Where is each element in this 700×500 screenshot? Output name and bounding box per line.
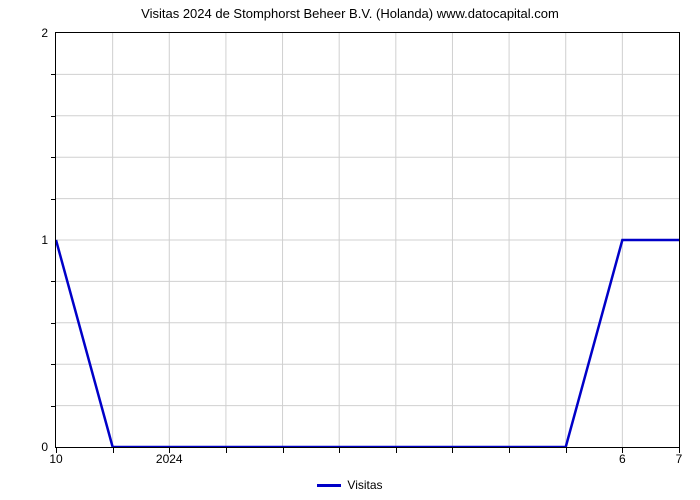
y-minor-tick: [51, 199, 55, 200]
x-tick: [226, 448, 227, 453]
y-tick-label: 0: [41, 440, 48, 454]
x-tick-label: 7: [676, 452, 683, 466]
y-tick-label: 1: [41, 233, 48, 247]
plot-area: [55, 32, 680, 448]
series-line: [56, 240, 679, 447]
x-tick: [509, 448, 510, 453]
y-tick-label: 2: [41, 26, 48, 40]
legend-label: Visitas: [347, 478, 382, 492]
x-tick: [113, 448, 114, 453]
y-minor-tick: [51, 157, 55, 158]
x-tick: [56, 448, 57, 453]
gridlines: [56, 33, 679, 447]
x-tick-label: 2024: [156, 452, 183, 466]
x-tick: [566, 448, 567, 453]
x-tick: [396, 448, 397, 453]
y-minor-tick: [51, 281, 55, 282]
y-minor-tick: [51, 364, 55, 365]
x-tick: [452, 448, 453, 453]
legend-swatch: [317, 484, 341, 487]
x-tick: [283, 448, 284, 453]
x-tick: [169, 448, 170, 453]
x-tick: [622, 448, 623, 453]
y-minor-tick: [51, 116, 55, 117]
y-minor-tick: [51, 323, 55, 324]
x-tick-label: 10: [49, 452, 62, 466]
series-group: [56, 240, 679, 447]
x-tick: [679, 448, 680, 453]
y-minor-tick: [51, 74, 55, 75]
x-tick: [339, 448, 340, 453]
legend: Visitas: [0, 478, 700, 492]
chart-title: Visitas 2024 de Stomphorst Beheer B.V. (…: [0, 6, 700, 21]
chart-svg: [56, 33, 679, 447]
y-minor-tick: [51, 406, 55, 407]
x-tick-label: 6: [619, 452, 626, 466]
